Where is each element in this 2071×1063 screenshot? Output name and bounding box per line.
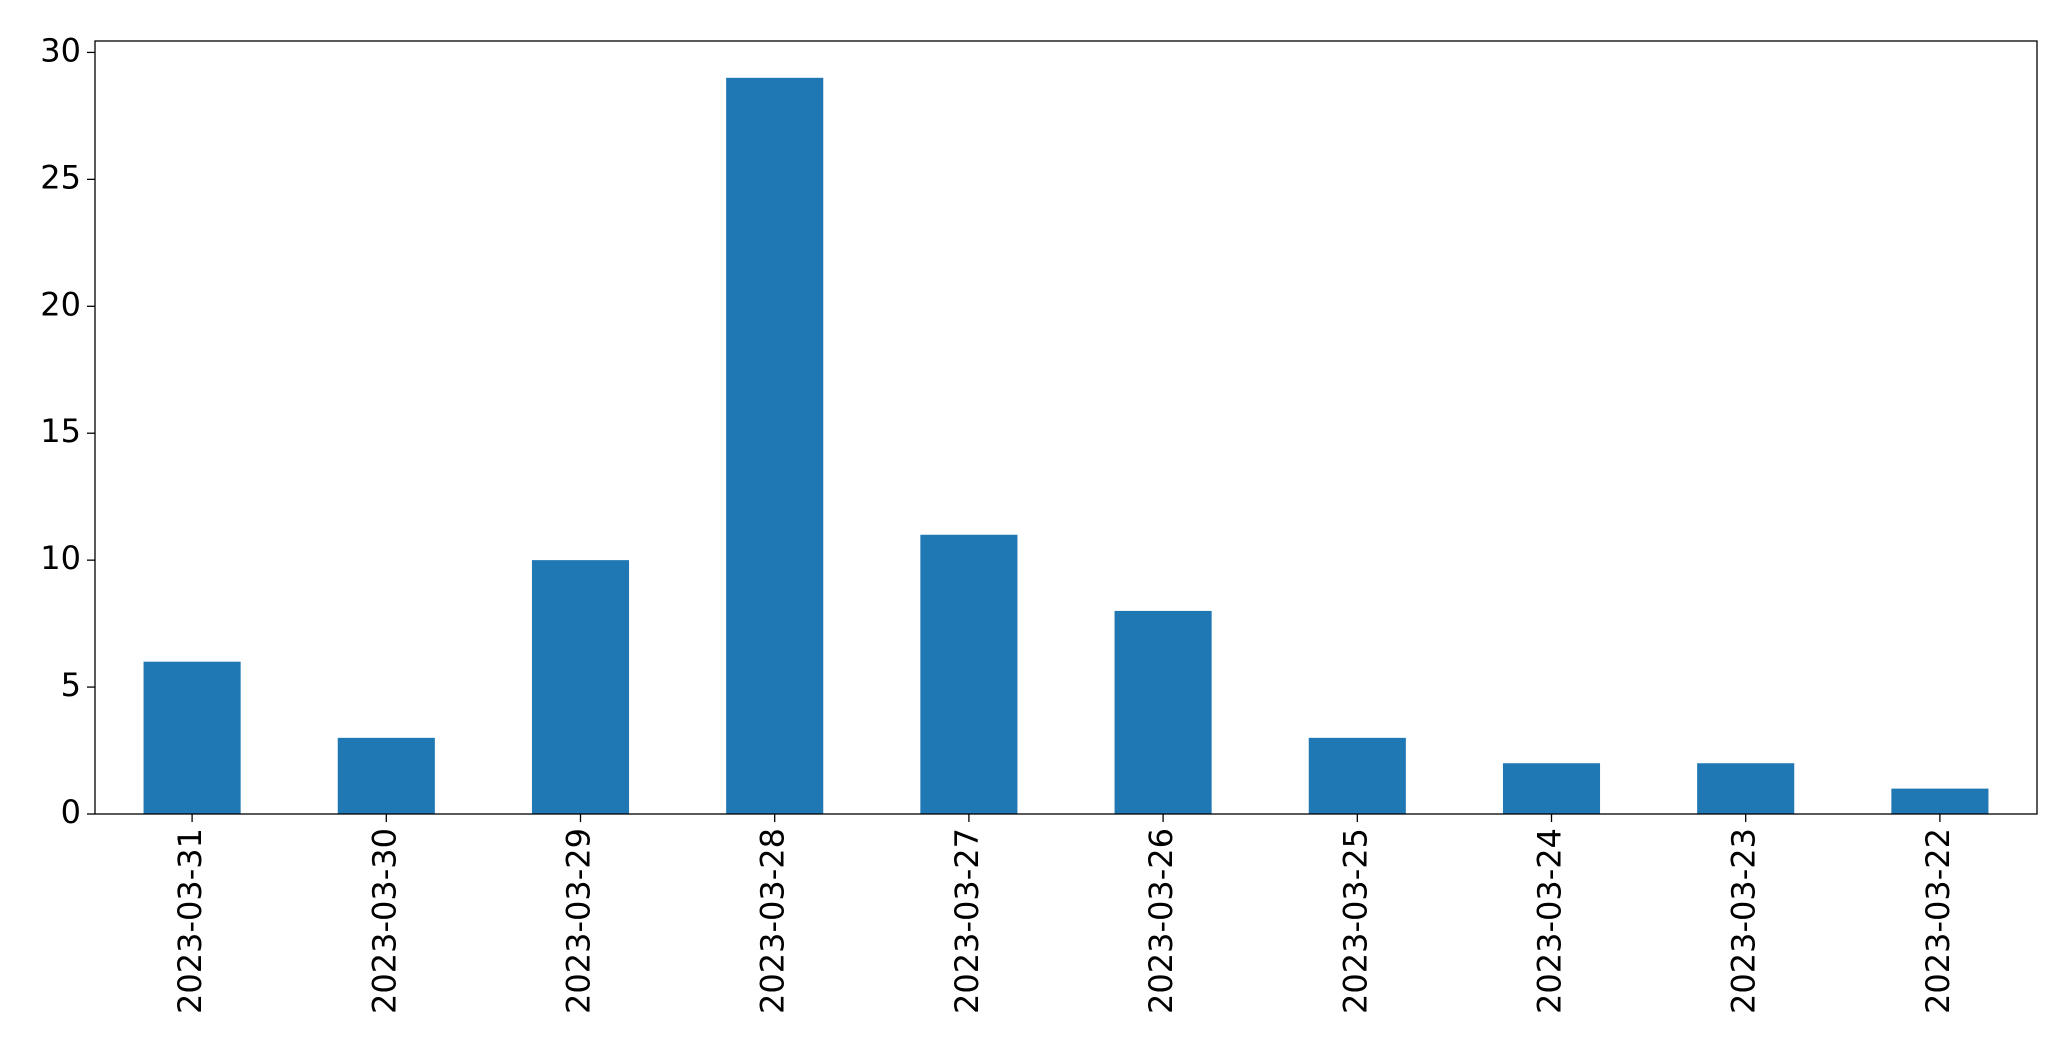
bar: [1308, 737, 1406, 814]
x-tick-label: 2023-03-31: [171, 828, 209, 1014]
y-tick-label: 30: [40, 31, 81, 69]
bar: [1697, 763, 1795, 814]
bar: [726, 77, 824, 815]
x-tick-label: 2023-03-27: [948, 828, 986, 1014]
bar: [1502, 763, 1601, 814]
bar: [143, 661, 241, 814]
bar: [1891, 788, 1989, 814]
y-tick-label: 15: [40, 412, 81, 450]
bar: [1114, 610, 1212, 814]
y-tick-label: 20: [40, 285, 81, 323]
x-tick-label: 2023-03-26: [1142, 828, 1180, 1014]
x-tick-label: 2023-03-25: [1336, 828, 1374, 1014]
y-tick-label: 5: [61, 666, 81, 704]
bar: [920, 534, 1018, 814]
bar: [531, 560, 630, 814]
x-tick-label: 2023-03-30: [365, 828, 403, 1014]
x-tick-label: 2023-03-22: [1919, 828, 1957, 1014]
y-tick-label: 25: [40, 158, 81, 196]
y-tick-label: 10: [40, 539, 81, 577]
y-tick-label: 0: [61, 793, 81, 831]
bar: [337, 737, 435, 814]
x-tick-label: 2023-03-29: [560, 828, 598, 1014]
x-tick-label: 2023-03-28: [754, 828, 792, 1014]
x-tick-label: 2023-03-24: [1531, 828, 1569, 1014]
x-tick-label: 2023-03-23: [1725, 828, 1763, 1014]
axes-frame: [94, 40, 2038, 815]
